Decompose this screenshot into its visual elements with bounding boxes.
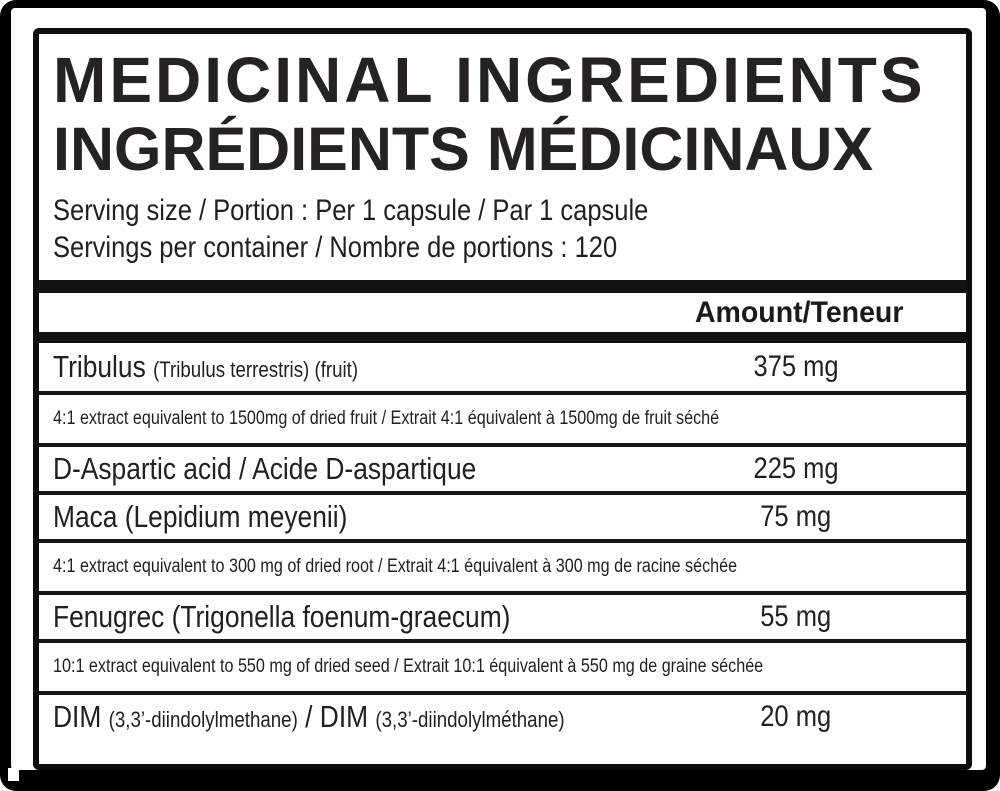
ingredient-amount: 55 mg [760, 600, 832, 633]
row-fenugrec: Fenugrec (Trigonella foenum-graecum) 55 … [39, 591, 966, 639]
ingredient-name: Maca (Lepidium meyenii) [53, 499, 348, 534]
row-tribulus: Tribulus (Tribulus terrestris) (fruit) 3… [39, 343, 966, 391]
servings-per-container-line: Servings per container / Nombre de porti… [53, 231, 618, 264]
title-french: INGRÉDIENTS MÉDICINAUX [53, 115, 874, 183]
extract-note-text: 10:1 extract equivalent to 550 mg of dri… [53, 656, 764, 677]
label-panel: MEDICINAL INGREDIENTS INGRÉDIENTS MÉDICI… [11, 8, 986, 770]
medicinal-ingredients-box: MEDICINAL INGREDIENTS INGRÉDIENTS MÉDICI… [33, 28, 972, 770]
ingredient-name: Tribulus (Tribulus terrestris) (fruit) [53, 349, 359, 384]
extract-note-text: 4:1 extract equivalent to 300 mg of drie… [53, 556, 738, 577]
ingredient-amount: 75 mg [760, 500, 832, 533]
serving-size-line: Serving size / Portion : Per 1 capsule /… [53, 194, 649, 227]
row-dim: DIM (3,3’-diindolylmethane) / DIM (3,3’-… [39, 691, 966, 739]
ingredient-amount: 20 mg [760, 700, 832, 733]
ingredient-name: DIM (3,3’-diindolylmethane) / DIM (3,3’-… [53, 699, 565, 734]
extract-note-text: 4:1 extract equivalent to 1500mg of drie… [53, 408, 720, 429]
row-note-maca-extract: 4:1 extract equivalent to 300 mg of drie… [39, 539, 966, 591]
ingredient-amount: 225 mg [753, 452, 839, 485]
row-note-tribulus-extract: 4:1 extract equivalent to 1500mg of drie… [39, 391, 966, 443]
row-maca: Maca (Lepidium meyenii) 75 mg [39, 491, 966, 539]
divider-thick-under-header [39, 332, 966, 343]
title-english: MEDICINAL INGREDIENTS [53, 44, 926, 116]
amount-header-row: Amount/Teneur [39, 293, 966, 332]
ingredient-amount: 375 mg [753, 350, 839, 383]
ingredients-table: Tribulus (Tribulus terrestris) (fruit) 3… [39, 343, 966, 764]
amount-header: Amount/Teneur [694, 295, 903, 329]
divider-thick-top [39, 280, 966, 293]
ingredient-name: Fenugrec (Trigonella foenum-graecum) [53, 599, 511, 634]
row-d-aspartic-acid: D-Aspartic acid / Acide D-aspartique 225… [39, 443, 966, 491]
ingredient-name: D-Aspartic acid / Acide D-aspartique [53, 451, 477, 486]
corner-notch [8, 768, 19, 781]
row-note-fenugrec-extract: 10:1 extract equivalent to 550 mg of dri… [39, 639, 966, 691]
